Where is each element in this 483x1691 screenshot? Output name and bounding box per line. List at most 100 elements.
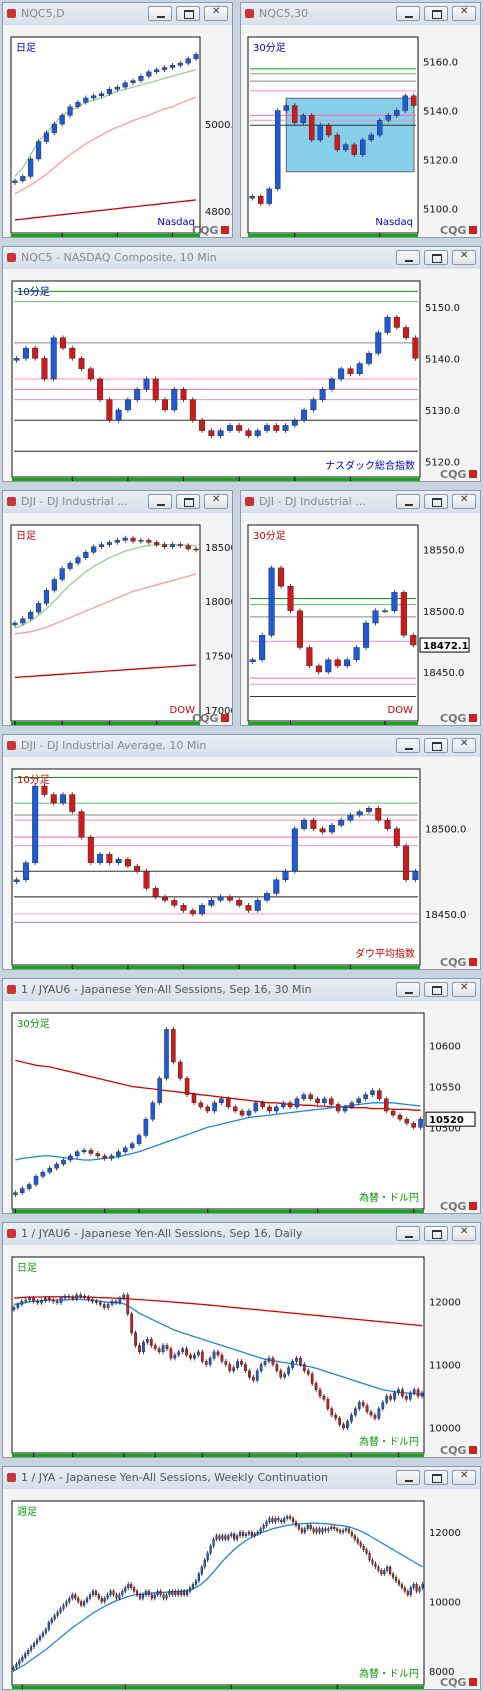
candle-body xyxy=(356,363,363,375)
close-button[interactable] xyxy=(452,738,476,753)
chart-window-p8[interactable]: 1 / JYAU6 - Japanese Yen-All Sessions, S… xyxy=(2,1222,481,1458)
candle-body xyxy=(44,1629,47,1634)
candle-body xyxy=(127,1584,130,1588)
title-bar[interactable]: NQC5 - NASDAQ Composite, 10 Min xyxy=(3,247,480,270)
chart-window-p2[interactable]: NQC5,305160.05140.05120.05100.027-22:302… xyxy=(240,2,481,238)
candle-body xyxy=(280,1102,286,1108)
y-tick-label: 10550 xyxy=(429,1083,461,1094)
candle-body xyxy=(292,105,298,123)
minimize-button[interactable] xyxy=(396,982,420,997)
maximize-button[interactable] xyxy=(424,1470,448,1485)
title-bar[interactable]: NQC5,30 xyxy=(241,3,480,26)
title-bar[interactable]: NQC5,D xyxy=(3,3,232,26)
plot-area[interactable] xyxy=(10,524,201,722)
title-bar[interactable]: DJI - DJ Industrial ... xyxy=(241,491,480,514)
maximize-button[interactable] xyxy=(424,982,448,997)
title-bar[interactable]: DJI - DJ Industrial Average, 10 Min xyxy=(3,735,480,758)
chart-window-p5[interactable]: DJI - DJ Industrial ... 18550.0 18500.0 184… xyxy=(240,490,481,726)
close-button[interactable] xyxy=(452,494,476,509)
timeframe-label: 30分足 xyxy=(253,530,286,542)
minimize-button[interactable] xyxy=(396,6,420,21)
candle-body xyxy=(171,900,178,906)
range-box xyxy=(285,97,415,173)
candle-body xyxy=(400,592,407,636)
candle-body xyxy=(349,1102,355,1108)
y-tick-label: 10500 xyxy=(429,1123,461,1134)
instrument-watermark: DOW xyxy=(388,705,414,716)
maximize-button[interactable] xyxy=(424,738,448,753)
candle-body xyxy=(60,794,66,804)
candle-body xyxy=(181,1348,185,1353)
minimize-button[interactable] xyxy=(396,738,420,753)
candle-body xyxy=(250,1532,253,1536)
maximize-button[interactable] xyxy=(424,494,448,509)
chart-window-p9[interactable]: 1 / JYA - Japanese Yen-All Sessions, Wee… xyxy=(2,1466,481,1690)
candle-body xyxy=(47,1167,53,1173)
candle-body xyxy=(306,647,313,667)
maximize-button[interactable] xyxy=(176,494,200,509)
chart-window-p6[interactable]: DJI - DJ Industrial Average, 10 Min 18500… xyxy=(2,734,481,970)
close-button[interactable] xyxy=(204,6,228,21)
candle-body xyxy=(306,1525,309,1529)
candle-body xyxy=(411,1123,416,1128)
candle-body xyxy=(21,1657,24,1661)
minimize-button[interactable] xyxy=(396,1226,420,1241)
candle-body xyxy=(47,1622,50,1630)
chart-window-p7[interactable]: 1 / JYAU6 - Japanese Yen-All Sessions, S… xyxy=(2,978,481,1214)
candle-body xyxy=(212,1538,215,1547)
candle-body xyxy=(130,537,136,542)
candle-body xyxy=(392,1573,395,1578)
candle-body xyxy=(169,65,175,68)
candle-body xyxy=(363,622,370,648)
maximize-button[interactable] xyxy=(424,250,448,265)
window-title: 1 / JYA - Japanese Yen-All Sessions, Wee… xyxy=(21,1471,328,1484)
minimize-button[interactable] xyxy=(148,494,172,509)
app-icon xyxy=(7,253,16,262)
title-bar[interactable]: DJI - DJ Industrial ... xyxy=(3,491,232,514)
moving-average-line xyxy=(14,664,197,679)
candle-body xyxy=(226,1098,231,1108)
close-button[interactable] xyxy=(452,982,476,997)
chart-window-p3[interactable]: NQC5 - NASDAQ Composite, 10 Min 5150.0 514… xyxy=(2,246,481,482)
plot-area[interactable] xyxy=(11,1012,425,1210)
minimize-button[interactable] xyxy=(148,6,172,21)
close-button[interactable] xyxy=(204,494,228,509)
candle-body xyxy=(410,635,417,646)
minimize-button[interactable] xyxy=(396,1470,420,1485)
plot-area[interactable] xyxy=(11,1500,425,1686)
candle-body xyxy=(122,1294,126,1299)
candle-body xyxy=(13,1192,18,1195)
close-button[interactable] xyxy=(452,6,476,21)
minimize-button[interactable] xyxy=(396,250,420,265)
minimize-button[interactable] xyxy=(396,494,420,509)
maximize-button[interactable] xyxy=(176,6,200,21)
candle-body xyxy=(162,896,168,901)
chart-window-p4[interactable]: DJI - DJ Industrial ... 18500.0 18000.0 175… xyxy=(2,490,233,726)
title-bar[interactable]: 1 / JYAU6 - Japanese Yen-All Sessions, S… xyxy=(3,1223,480,1246)
candle-body xyxy=(390,1110,396,1116)
candle-body xyxy=(327,1528,330,1531)
candle-body xyxy=(322,1395,326,1400)
maximize-button[interactable] xyxy=(424,1226,448,1241)
candle-body xyxy=(247,1532,250,1535)
plot-area[interactable] xyxy=(11,768,421,966)
candle-body xyxy=(224,1535,227,1540)
last-price-box xyxy=(425,1111,476,1127)
close-button[interactable] xyxy=(452,1470,476,1485)
candle-body xyxy=(384,316,391,333)
close-button[interactable] xyxy=(452,1226,476,1241)
candle-body xyxy=(370,1090,375,1095)
plot-area[interactable] xyxy=(10,36,201,234)
title-bar[interactable]: 1 / JYAU6 - Japanese Yen-All Sessions, S… xyxy=(3,979,480,1002)
plot-area[interactable] xyxy=(247,524,419,722)
candle-body xyxy=(385,1395,389,1403)
maximize-button[interactable] xyxy=(424,6,448,21)
candle-body xyxy=(363,1094,368,1099)
chart-svg: 5160.05140.05120.05100.027-22:3028-02:30… xyxy=(241,25,480,237)
candle-body xyxy=(205,1106,210,1112)
title-bar[interactable]: 1 / JYA - Japanese Yen-All Sessions, Wee… xyxy=(3,1467,480,1490)
candle-body xyxy=(157,1348,161,1353)
close-button[interactable] xyxy=(452,250,476,265)
candle-body xyxy=(412,1389,416,1394)
